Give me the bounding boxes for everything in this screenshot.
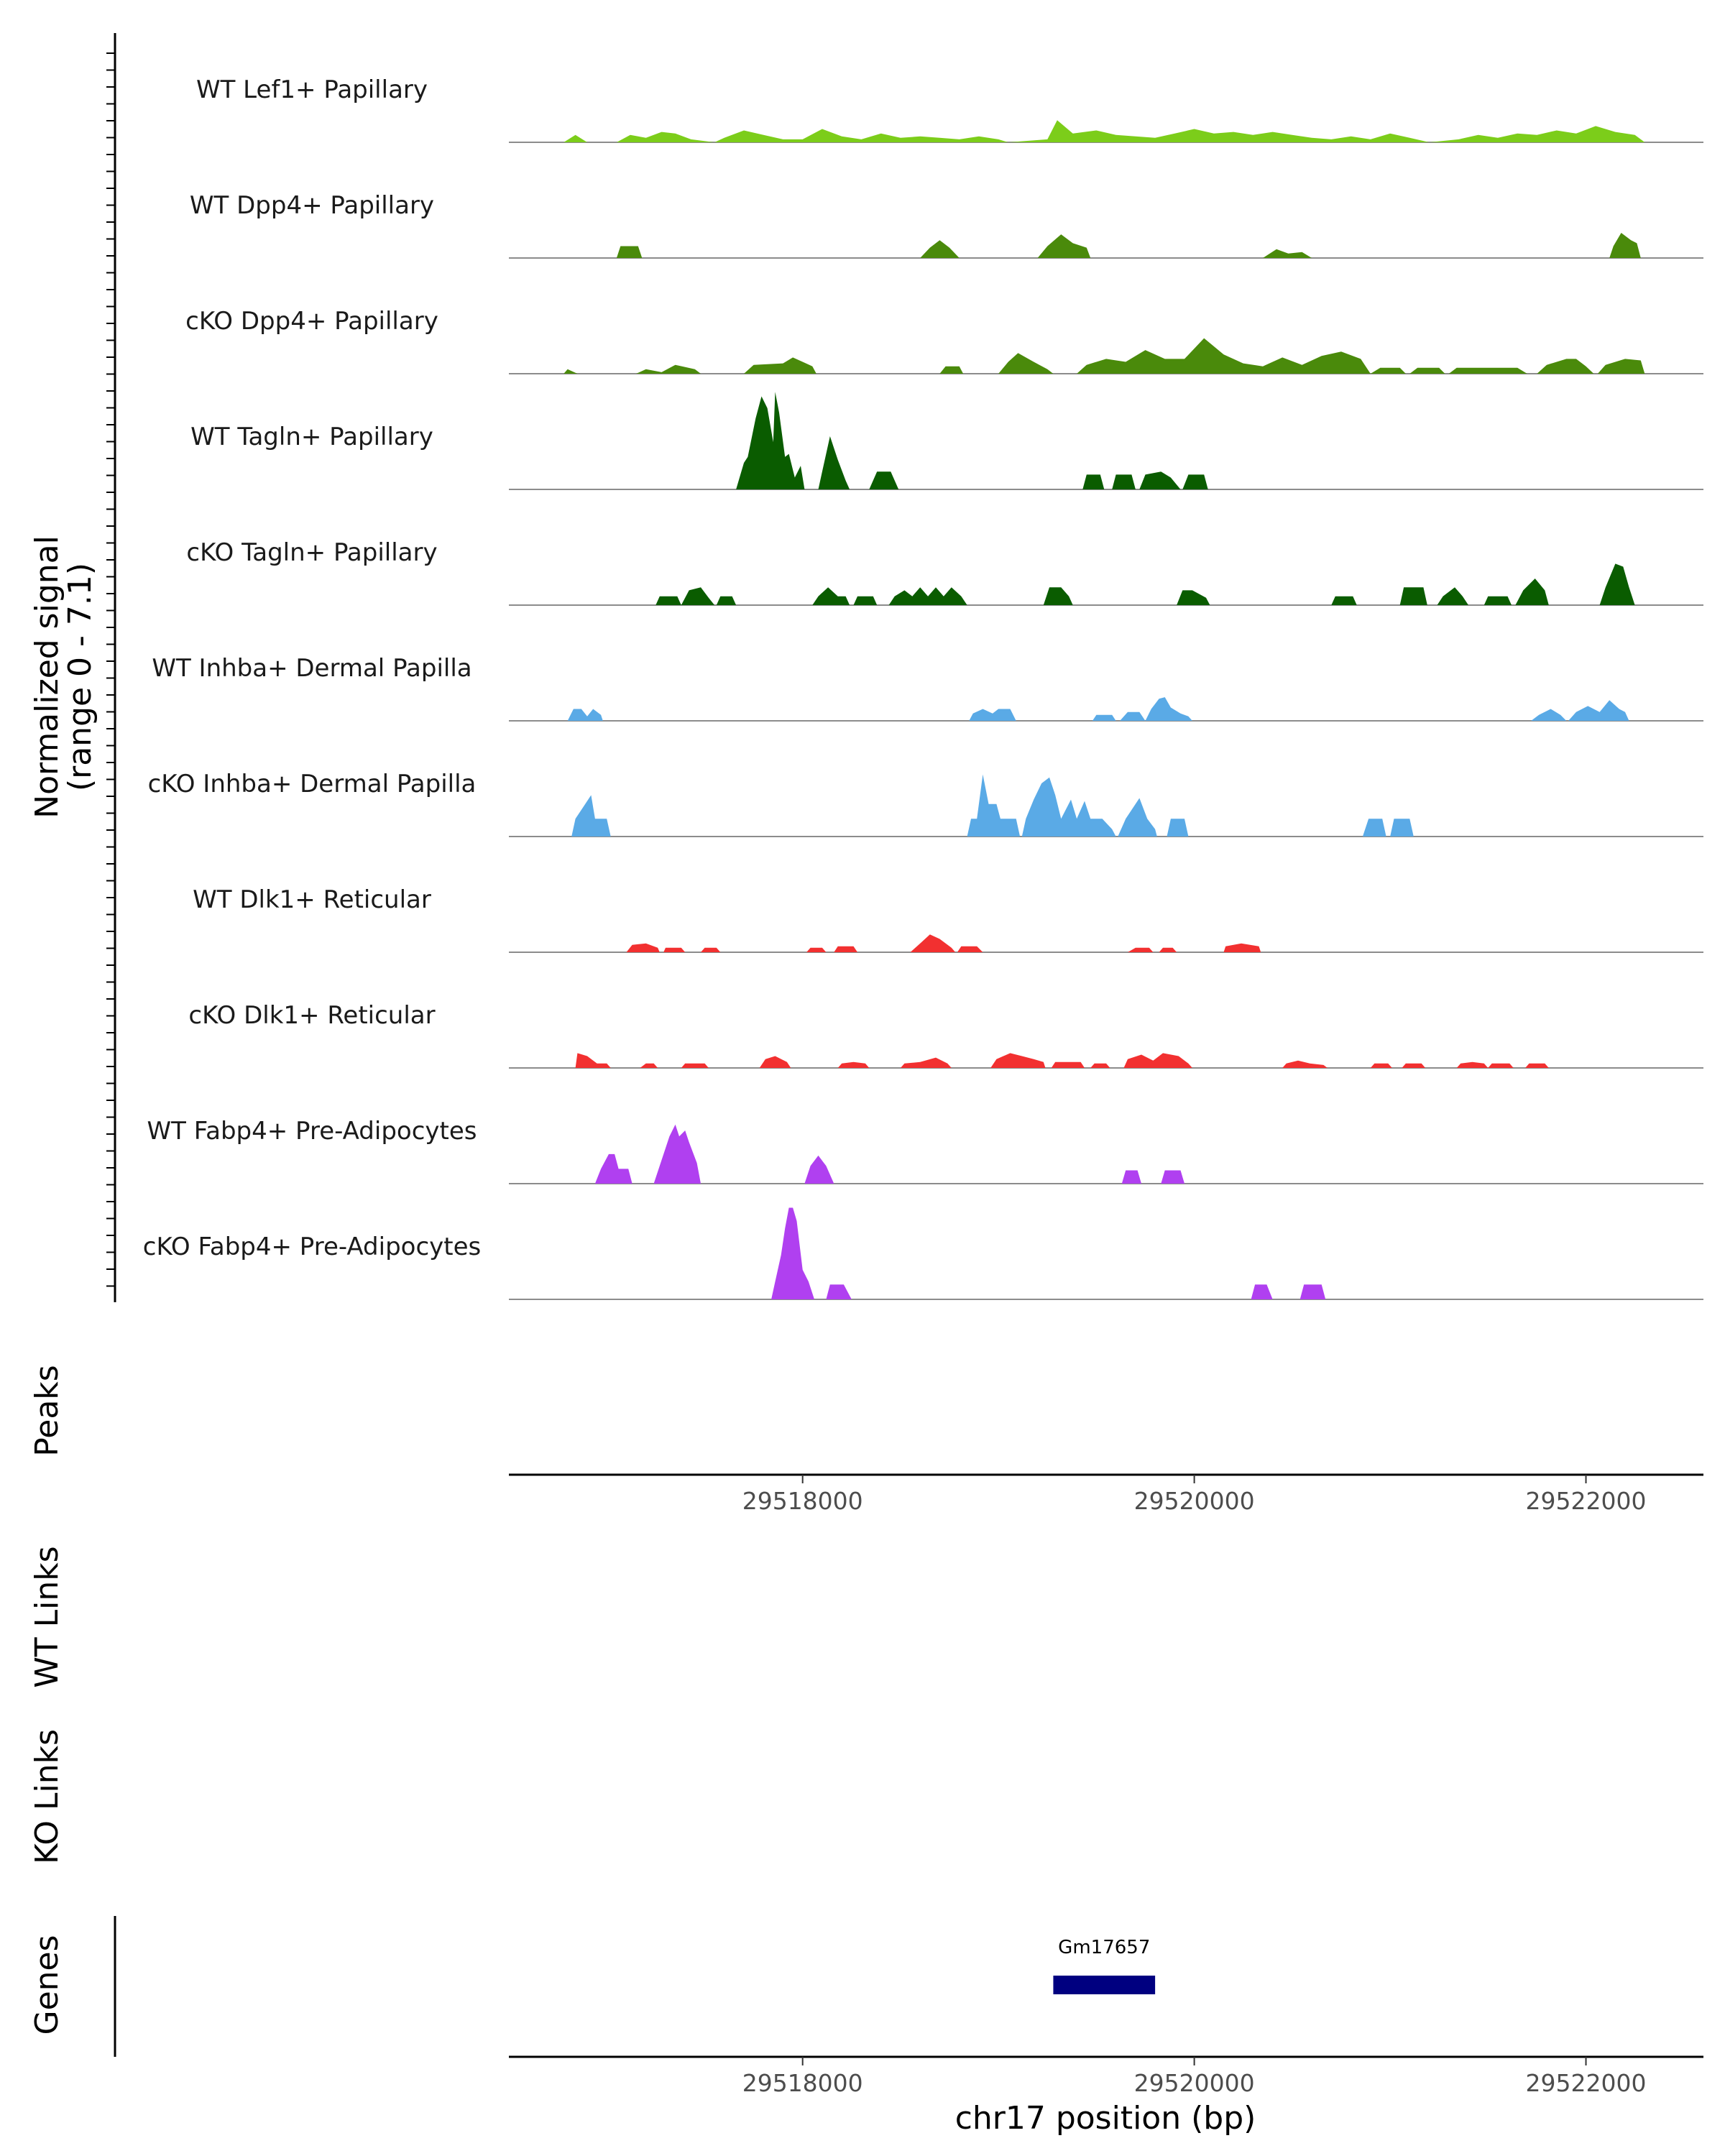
coverage-area <box>571 774 1414 837</box>
coverage-area <box>626 934 1261 952</box>
track-5: WT Inhba+ Dermal Papilla <box>152 654 1703 722</box>
peaks-x-axis-tick-label: 29520000 <box>1134 1487 1255 1515</box>
y-axis-title-line1: Normalized signal <box>29 535 65 819</box>
coverage-area <box>736 392 1208 489</box>
track-4: cKO Tagln+ Papillary <box>186 538 1703 606</box>
track-0: WT Lef1+ Papillary <box>196 75 1703 143</box>
gene-annotations: Gm17657 <box>1053 1937 1156 1994</box>
track-1: WT Dpp4+ Papillary <box>190 191 1703 259</box>
coverage-area <box>564 120 1645 142</box>
track-label: cKO Dpp4+ Papillary <box>185 307 438 336</box>
genes-x-axis-ticks: 29518000 29520000 29522000 <box>742 2057 1647 2097</box>
coverage-area <box>575 1053 1549 1068</box>
track-label: WT Inhba+ Dermal Papilla <box>152 654 472 683</box>
track-label: cKO Fabp4+ Pre-Adipocytes <box>143 1233 482 1261</box>
wt-links-panel-label: WT Links <box>29 1546 65 1687</box>
coverage-area <box>656 563 1635 605</box>
track-label: WT Lef1+ Papillary <box>196 75 428 104</box>
track-label: WT Dlk1+ Reticular <box>193 885 431 914</box>
coverage-y-axis-ticks <box>106 52 115 1287</box>
y-axis-title: Normalized signal (range 0 - 7.1) <box>29 535 98 819</box>
peaks-x-axis-ticks: 29518000 29520000 29522000 <box>742 1475 1647 1515</box>
track-label: WT Tagln+ Papillary <box>190 423 433 451</box>
coverage-area <box>771 1207 1326 1299</box>
track-6: cKO Inhba+ Dermal Papilla <box>148 770 1703 837</box>
genes-x-axis-tick-label: 29522000 <box>1526 2069 1647 2097</box>
track-label: cKO Dlk1+ Reticular <box>188 1001 435 1030</box>
coverage-area <box>594 1124 1184 1184</box>
gene-name-label: Gm17657 <box>1058 1937 1150 1958</box>
track-10: cKO Fabp4+ Pre-Adipocytes <box>143 1207 1703 1300</box>
genes-x-axis-tick-label: 29520000 <box>1134 2069 1255 2097</box>
genes-panel-label: Genes <box>29 1935 65 2035</box>
coverage-area <box>616 233 1641 258</box>
peaks-x-axis-tick-label: 29518000 <box>742 1487 863 1515</box>
gene-body <box>1053 1976 1156 1994</box>
x-axis-title: chr17 position (bp) <box>955 2100 1256 2137</box>
track-2: cKO Dpp4+ Papillary <box>185 307 1703 374</box>
peaks-panel-label: Peaks <box>29 1365 65 1456</box>
track-label: cKO Inhba+ Dermal Papilla <box>148 770 477 798</box>
track-3: WT Tagln+ Papillary <box>190 392 1703 490</box>
coverage-tracks: WT Lef1+ Papillary WT Dpp4+ Papillary cKO … <box>143 75 1703 1300</box>
track-label: cKO Tagln+ Papillary <box>186 538 437 567</box>
track-9: WT Fabp4+ Pre-Adipocytes <box>147 1117 1703 1184</box>
track-8: cKO Dlk1+ Reticular <box>188 1001 1703 1069</box>
coverage-area <box>567 697 1629 721</box>
peaks-x-axis-tick-label: 29522000 <box>1526 1487 1647 1515</box>
coverage-area <box>564 338 1645 374</box>
y-axis-title-line2: (range 0 - 7.1) <box>62 563 98 791</box>
ko-links-panel-label: KO Links <box>29 1729 65 1864</box>
genes-x-axis-tick-label: 29518000 <box>742 2069 863 2097</box>
track-label: WT Fabp4+ Pre-Adipocytes <box>147 1117 477 1146</box>
track-label: WT Dpp4+ Papillary <box>190 191 434 220</box>
track-7: WT Dlk1+ Reticular <box>193 885 1703 953</box>
